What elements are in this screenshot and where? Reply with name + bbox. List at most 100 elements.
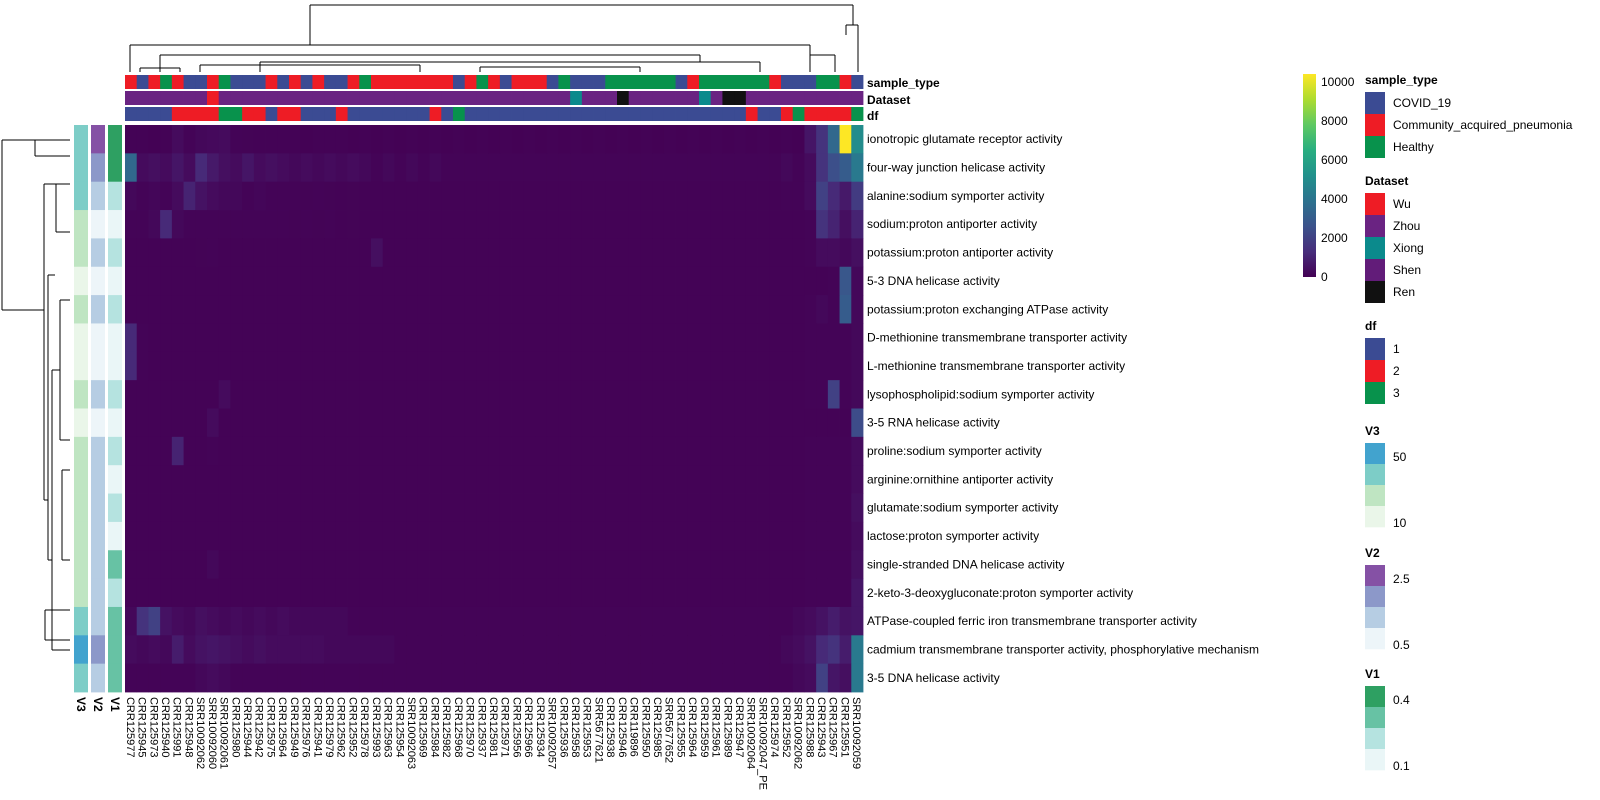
- heatmap-cell: [371, 493, 384, 523]
- heatmap-cell: [523, 295, 536, 324]
- heatmap-cell: [687, 578, 700, 608]
- heatmap-cell: [617, 210, 630, 239]
- heatmap-cell: [675, 210, 688, 239]
- annotation-cell-df: [640, 107, 653, 121]
- annotation-cell-Dataset: [675, 91, 688, 105]
- heatmap-cell: [699, 125, 712, 154]
- heatmap-cell: [160, 578, 173, 608]
- heatmap-cell: [335, 153, 348, 183]
- heatmap-cell: [160, 351, 173, 381]
- heatmap-cell: [464, 295, 477, 324]
- heatmap-cell: [745, 266, 758, 296]
- column-label: CRR125955: [674, 697, 686, 758]
- heatmap-cell: [804, 266, 817, 296]
- heatmap-cell: [839, 606, 852, 636]
- annotation-cell-df: [652, 107, 665, 121]
- annotation-cell-df: [441, 107, 454, 121]
- annotation-cell-sample_type: [710, 75, 723, 89]
- heatmap-cell: [289, 663, 302, 693]
- heatmap-cell: [675, 521, 688, 551]
- heatmap-cell: [722, 465, 735, 494]
- heatmap-cell: [253, 550, 266, 579]
- heatmap-cell: [453, 181, 466, 211]
- column-label: CRR119896: [628, 697, 640, 757]
- heatmap-cell: [628, 663, 641, 693]
- heatmap-cell: [593, 521, 606, 551]
- heatmap-cell: [839, 380, 852, 409]
- heatmap-cell: [136, 323, 149, 353]
- heatmap-cell: [722, 635, 735, 665]
- heatmap-cell: [488, 550, 501, 579]
- heatmap-cell: [535, 295, 548, 324]
- heatmap-cell: [171, 436, 184, 466]
- heatmap-cell: [675, 408, 688, 438]
- heatmap-cell: [253, 323, 266, 353]
- annotation-cell-df: [324, 107, 337, 121]
- heatmap-cell: [242, 436, 255, 466]
- heatmap-cell: [804, 238, 817, 268]
- heatmap-cell: [171, 380, 184, 409]
- heatmap-cell: [453, 153, 466, 183]
- heatmap-cell: [663, 493, 676, 523]
- heatmap-cell: [663, 408, 676, 438]
- heatmap-cell: [476, 351, 489, 381]
- annotation-cell-df: [617, 107, 630, 121]
- legend-tick: 0.1: [1393, 759, 1410, 773]
- annotation-cell-Dataset: [453, 91, 466, 105]
- heatmap-cell: [851, 181, 864, 211]
- heatmap-cell: [335, 465, 348, 494]
- annotation-cell-sample_type: [148, 75, 161, 89]
- heatmap-cell: [640, 550, 653, 579]
- heatmap-cell: [535, 436, 548, 466]
- dendrogram-branch: [479, 66, 641, 72]
- heatmap-cell: [499, 493, 512, 523]
- heatmap-cell: [699, 465, 712, 494]
- heatmap-cell: [581, 578, 594, 608]
- heatmap-cell: [757, 493, 770, 523]
- heatmap-cell: [769, 210, 782, 239]
- legends: sample_type Dataset df 10000800060004000…: [867, 73, 1573, 773]
- annotation-cell-sample_type: [816, 75, 829, 89]
- heatmap-cell: [441, 606, 454, 636]
- column-label: CRR125989: [721, 697, 733, 758]
- heatmap-cell: [804, 295, 817, 324]
- heatmap-cell: [441, 238, 454, 268]
- heatmap-cell: [183, 465, 196, 494]
- dendrogram-branch: [61, 469, 70, 561]
- heatmap-cell: [769, 521, 782, 551]
- heatmap-cell: [652, 408, 665, 438]
- row-label: alanine:sodium symporter activity: [867, 189, 1044, 203]
- heatmap-cell: [476, 238, 489, 268]
- heatmap-cell: [242, 408, 255, 438]
- heatmap-cell: [464, 181, 477, 211]
- heatmap-cell: [816, 153, 829, 183]
- heatmap-cell: [230, 578, 243, 608]
- heatmap-cell: [734, 380, 747, 409]
- heatmap-cell: [242, 153, 255, 183]
- heatmap-cell: [628, 465, 641, 494]
- annotation-cell-sample_type: [207, 75, 220, 89]
- heatmap-cell: [382, 521, 395, 551]
- column-label: CRR125948: [182, 697, 194, 758]
- heatmap-cell: [757, 663, 770, 693]
- heatmap-cell: [593, 578, 606, 608]
- annotation-cell-Dataset: [207, 91, 220, 105]
- heatmap-cell: [628, 408, 641, 438]
- row-annotation-cell-V2: [91, 436, 105, 466]
- heatmap-cell: [734, 323, 747, 353]
- row-label: single-stranded DNA helicase activity: [867, 557, 1064, 571]
- heatmap-cell: [839, 238, 852, 268]
- heatmap-cell: [382, 323, 395, 353]
- heatmap-cell: [148, 550, 161, 579]
- heatmap-cell: [265, 351, 278, 381]
- heatmap-cell: [359, 181, 372, 211]
- heatmap-cell: [851, 295, 864, 324]
- heatmap-cell: [699, 493, 712, 523]
- heatmap-cell: [171, 493, 184, 523]
- heatmap-cell: [652, 210, 665, 239]
- column-label: CRR125946: [616, 697, 628, 758]
- annotation-cell-Dataset: [593, 91, 606, 105]
- heatmap-cell: [816, 521, 829, 551]
- row-annotation-cell-V2: [91, 408, 105, 438]
- heatmap-cell: [628, 266, 641, 296]
